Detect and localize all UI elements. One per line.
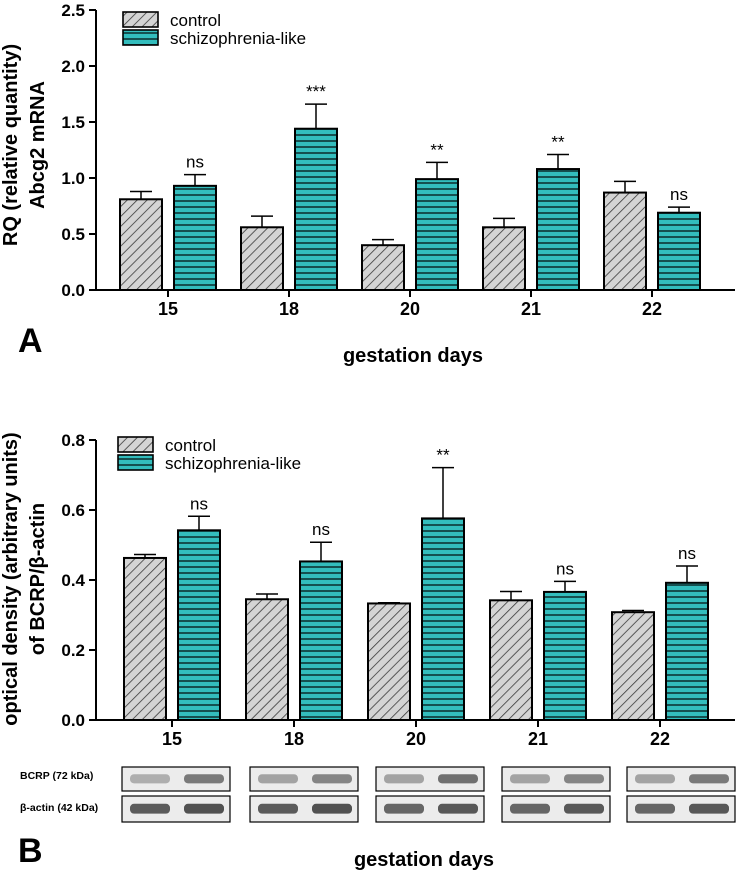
significance-label: *** [306, 82, 326, 101]
panel-a-letter: A [18, 322, 43, 360]
y-tick-label: 0.8 [61, 431, 85, 450]
x-tick-label: 18 [279, 299, 299, 319]
control-bar [367, 602, 411, 722]
blot-band [689, 774, 729, 784]
control-bar [489, 599, 533, 721]
significance-label: ** [551, 132, 565, 151]
x-tick-label: 15 [162, 729, 182, 749]
control-bar [603, 191, 647, 291]
significance-label: ns [186, 153, 204, 172]
panel-b-letter: B [18, 832, 43, 870]
blot-band [312, 803, 352, 814]
significance-label: ** [436, 446, 450, 465]
x-tick-label: 15 [158, 299, 178, 319]
y-tick-label: 2.5 [61, 1, 85, 20]
chart-panel-a: 0.0 0.5 1.0 1.5 2.0 2.5 15 ns 18 *** 20 ** 21 ** 22 ns c… [61, 1, 735, 319]
blot-band [635, 774, 675, 784]
panel-a-ylabel-line1: RQ (relative quantity) [0, 44, 22, 246]
schizophrenia-like-bar [177, 529, 221, 721]
blot-band [510, 774, 550, 784]
legend-swatch [117, 454, 154, 471]
significance-label: ns [190, 494, 208, 513]
blot-band [312, 774, 352, 784]
blot-band [510, 803, 550, 814]
blot-band [438, 803, 478, 814]
schizophrenia-like-bar [173, 184, 217, 291]
legend-label: schizophrenia-like [170, 29, 306, 48]
panel-b-ylabel-line2: of BCRP/β-actin [27, 503, 49, 655]
blot-band [689, 803, 729, 814]
legend-label: control [170, 11, 221, 30]
schizophrenia-like-bar [421, 517, 465, 722]
legend-swatch [117, 436, 154, 453]
y-tick-label: 2.0 [61, 57, 85, 76]
blot-band [564, 803, 604, 814]
significance-label: ns [556, 559, 574, 578]
panel-a-ylabel-line2: Abcg2 mRNA [27, 81, 49, 209]
legend-label: schizophrenia-like [165, 454, 301, 473]
x-tick-label: 22 [642, 299, 662, 319]
y-tick-label: 0.0 [61, 281, 85, 300]
legend-label: control [165, 436, 216, 455]
panel-b-xlabel: gestation days [354, 849, 494, 871]
blot-label-bcrp: BCRP (72 kDa) [20, 770, 93, 782]
control-bar [361, 244, 405, 291]
y-tick-label: 0.2 [61, 641, 85, 660]
control-bar [482, 226, 526, 291]
control-bar [611, 611, 655, 722]
x-tick-label: 18 [284, 729, 304, 749]
y-tick-label: 0.0 [61, 711, 85, 730]
x-tick-label: 21 [521, 299, 541, 319]
panel-a-xlabel: gestation days [343, 345, 483, 367]
chart-panel-b: 0.0 0.2 0.4 0.6 0.8 15 ns 18 ns 20 ** 21 ns 22 ns contr… [61, 431, 735, 749]
blot-band [564, 774, 604, 784]
blot-band [384, 774, 424, 784]
blot-band [258, 803, 298, 814]
y-tick-label: 0.4 [61, 571, 85, 590]
y-tick-label: 1.0 [61, 169, 85, 188]
schizophrenia-like-bar [543, 590, 587, 722]
blot-band [635, 803, 675, 814]
legend-swatch [122, 29, 159, 46]
blot-band [184, 774, 224, 784]
significance-label: ns [312, 520, 330, 539]
x-tick-label: 20 [406, 729, 426, 749]
schizophrenia-like-bar [536, 168, 580, 291]
x-tick-label: 21 [528, 729, 548, 749]
schizophrenia-like-bar [415, 178, 459, 291]
legend-swatch [122, 11, 159, 28]
blot-band [130, 774, 170, 784]
western-blot-strip: BCRP (72 kDa) β-actin (42 kDa) [20, 766, 736, 823]
panel-b-ylabel-line1: optical density (arbitrary units) [0, 432, 22, 725]
blot-band [258, 774, 298, 784]
significance-label: ns [678, 544, 696, 563]
schizophrenia-like-bar [665, 581, 709, 721]
schizophrenia-like-bar [299, 560, 343, 722]
x-tick-label: 22 [650, 729, 670, 749]
schizophrenia-like-bar [294, 127, 338, 291]
schizophrenia-like-bar [657, 211, 701, 291]
blot-band [438, 774, 478, 784]
significance-label: ns [670, 185, 688, 204]
blot-label-beta-actin: β-actin (42 kDa) [20, 802, 98, 814]
y-tick-label: 1.5 [61, 113, 85, 132]
y-tick-label: 0.5 [61, 225, 85, 244]
blot-band [384, 803, 424, 814]
x-tick-label: 20 [400, 299, 420, 319]
control-bar [245, 598, 289, 721]
control-bar [119, 198, 163, 291]
control-bar [240, 226, 284, 291]
y-tick-label: 0.6 [61, 501, 85, 520]
blot-band [184, 803, 224, 814]
significance-label: ** [430, 140, 444, 159]
control-bar [123, 556, 167, 722]
blot-band [130, 803, 170, 814]
